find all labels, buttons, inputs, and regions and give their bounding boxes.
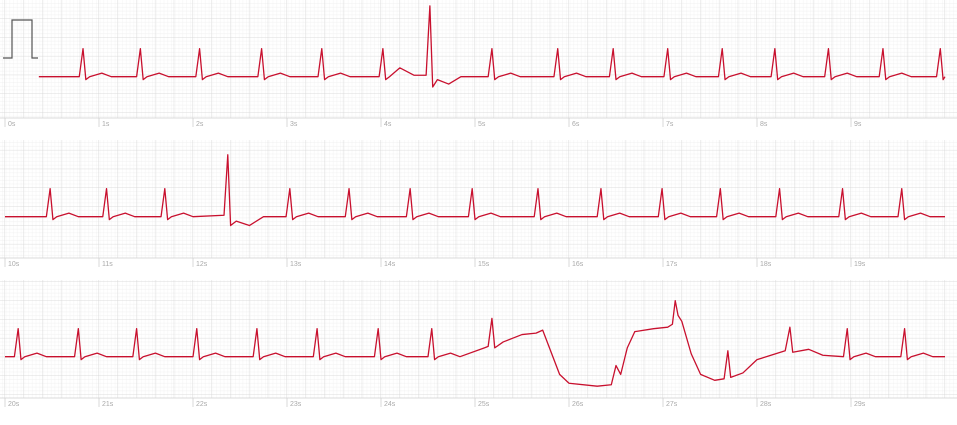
x-tick-label: 14s <box>384 261 396 268</box>
x-tick-label: 28s <box>760 401 772 408</box>
x-tick-label: 20s <box>8 401 20 408</box>
x-tick-label: 0s <box>8 121 16 128</box>
grid <box>0 140 957 258</box>
x-tick-label: 19s <box>854 261 866 268</box>
ecg-trace <box>38 5 946 88</box>
x-tick-label: 24s <box>384 401 396 408</box>
x-tick-label: 8s <box>760 121 768 128</box>
x-tick-label: 22s <box>196 401 208 408</box>
x-tick-label: 1s <box>102 121 110 128</box>
x-tick-label: 6s <box>572 121 580 128</box>
x-tick-label: 29s <box>854 401 866 408</box>
x-tick-label: 25s <box>478 401 490 408</box>
x-tick-label: 3s <box>290 121 298 128</box>
x-tick-label: 16s <box>572 261 584 268</box>
ecg-trace <box>5 154 945 227</box>
x-tick-label: 11s <box>102 261 113 268</box>
x-tick-label: 26s <box>572 401 584 408</box>
x-tick-label: 17s <box>666 261 678 268</box>
x-tick-label: 2s <box>196 121 204 128</box>
grid <box>0 280 957 398</box>
x-tick-label: 13s <box>290 261 302 268</box>
x-tick-label: 10s <box>8 261 20 268</box>
x-tick-label: 9s <box>854 121 862 128</box>
x-tick-label: 5s <box>478 121 486 128</box>
x-tick-label: 23s <box>290 401 302 408</box>
calibration-pulse <box>3 19 38 59</box>
grid <box>0 0 957 118</box>
x-tick-label: 12s <box>196 261 208 268</box>
x-tick-label: 21s <box>102 401 114 408</box>
x-tick-label: 18s <box>760 261 772 268</box>
ecg-trace <box>5 300 945 387</box>
x-tick-label: 15s <box>478 261 490 268</box>
x-tick-label: 27s <box>666 401 678 408</box>
x-tick-label: 4s <box>384 121 392 128</box>
x-tick-label: 7s <box>666 121 674 128</box>
